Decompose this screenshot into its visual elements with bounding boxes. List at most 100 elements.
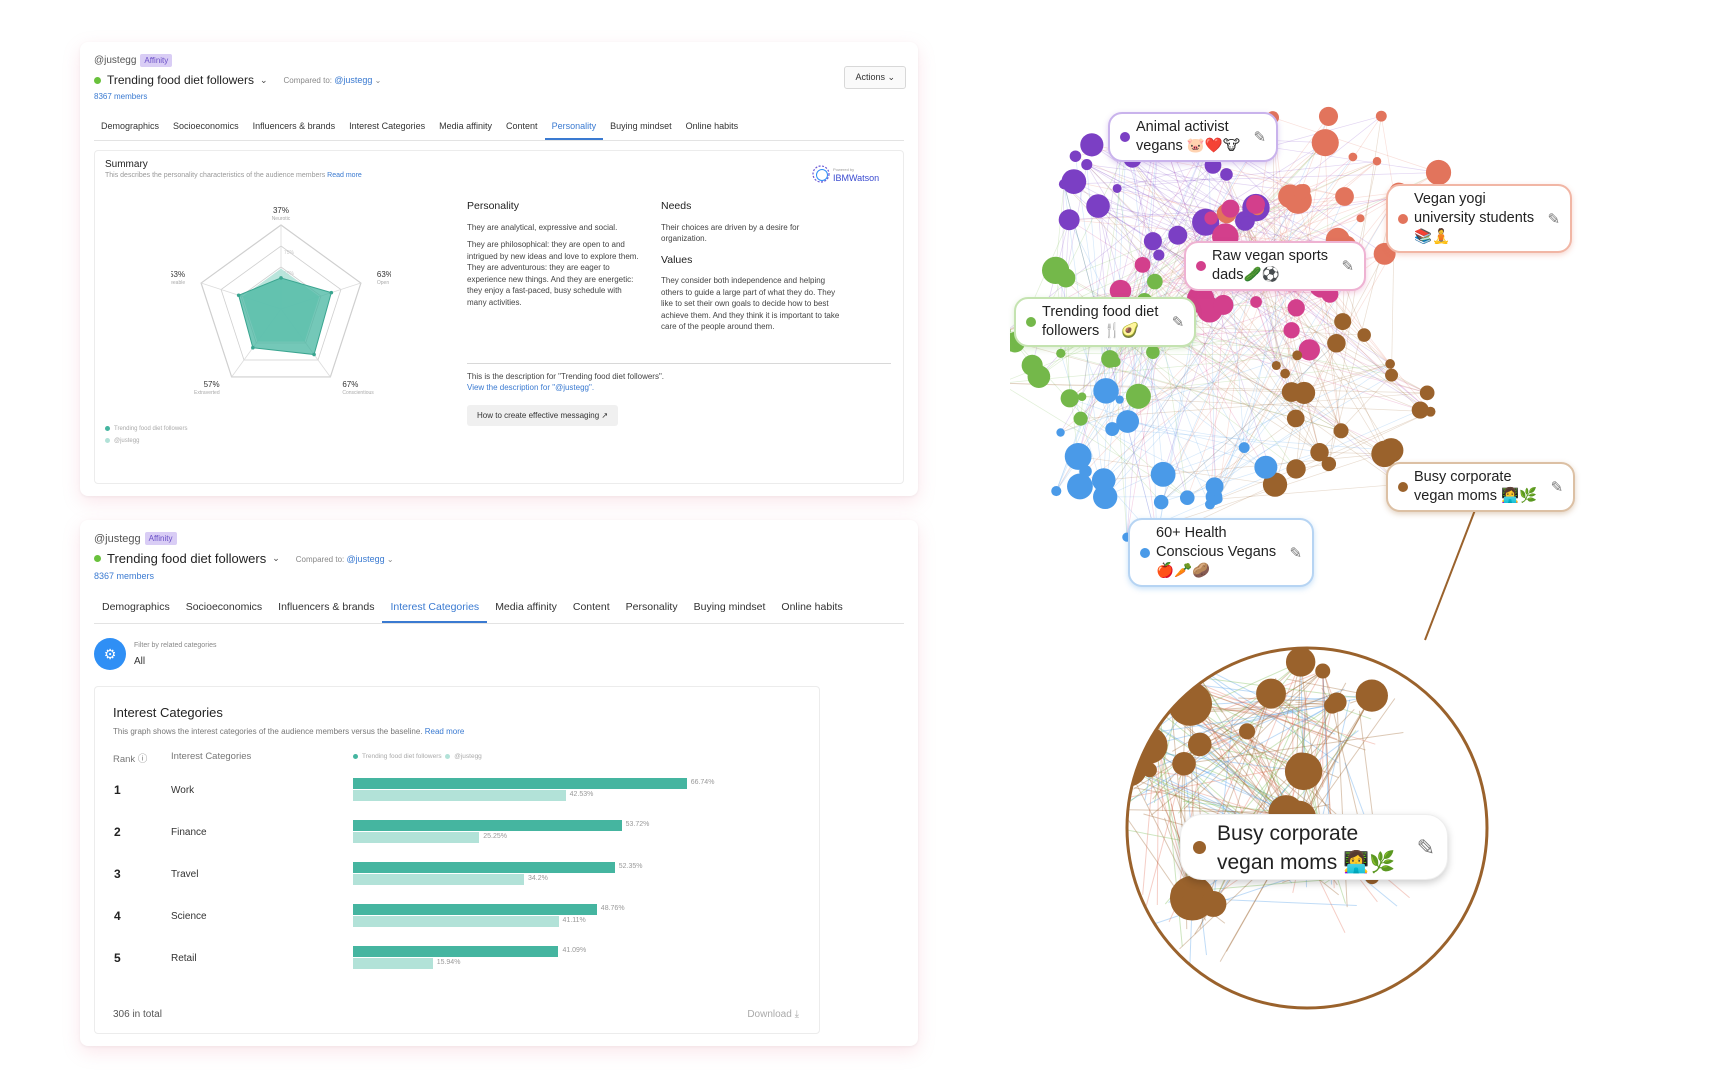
network-node[interactable] xyxy=(1204,211,1218,225)
audience-handle[interactable]: @justegg xyxy=(94,532,141,545)
network-node[interactable] xyxy=(1327,333,1346,353)
audience-handle[interactable]: @justegg xyxy=(94,55,137,66)
network-node[interactable] xyxy=(1213,294,1234,315)
network-node[interactable] xyxy=(1425,406,1436,417)
edit-pencil-icon[interactable]: ✎ xyxy=(1416,835,1435,860)
actions-button[interactable]: Actions ⌄ xyxy=(844,66,906,89)
tab-buying-mindset[interactable]: Buying mindset xyxy=(610,121,672,131)
tab-content[interactable]: Content xyxy=(506,121,538,131)
network-node[interactable] xyxy=(1287,299,1305,317)
read-more-link[interactable]: Read more xyxy=(327,172,362,179)
network-node[interactable] xyxy=(1108,747,1148,787)
compared-value[interactable]: @justegg xyxy=(346,553,385,564)
tab-socioeconomics[interactable]: Socioeconomics xyxy=(185,601,263,613)
category-name[interactable]: Travel xyxy=(171,869,199,880)
network-node[interactable] xyxy=(1121,649,1163,692)
cluster-label-vegan-yogi-university-students[interactable]: Vegan yogi university students 📚🧘 ✎ xyxy=(1386,184,1573,253)
tab-socioeconomics[interactable]: Socioeconomics xyxy=(173,121,239,131)
network-node[interactable] xyxy=(1143,232,1162,251)
network-node[interactable] xyxy=(1286,409,1305,428)
network-node[interactable] xyxy=(1115,395,1124,404)
edit-pencil-icon[interactable]: ✎ xyxy=(1253,129,1267,146)
tab-online-habits[interactable]: Online habits xyxy=(781,601,843,613)
network-node[interactable] xyxy=(1283,322,1300,339)
network-node[interactable] xyxy=(1056,428,1065,437)
network-node[interactable] xyxy=(1333,423,1349,439)
network-node[interactable] xyxy=(1240,216,1254,229)
compared-to[interactable]: Compared to: @justegg ⌄ xyxy=(283,75,382,85)
cluster-label-trending-food-diet-followers[interactable]: Trending food diet followers 🍴🥑 ✎ xyxy=(1014,297,1197,347)
cluster-label-60-plus-health-conscious-vegans[interactable]: 60+ Health Conscious Vegans 🍎🥕🥔 ✎ xyxy=(1128,518,1315,587)
tab-interest-categories[interactable]: Interest Categories xyxy=(349,121,426,131)
network-node[interactable] xyxy=(1051,485,1062,497)
network-node[interactable] xyxy=(1385,368,1399,382)
network-node[interactable] xyxy=(1355,679,1388,712)
tab-media-affinity[interactable]: Media affinity xyxy=(439,121,493,131)
network-node[interactable] xyxy=(1356,214,1365,223)
network-node[interactable] xyxy=(1256,678,1286,709)
network-node[interactable] xyxy=(1067,473,1093,500)
radar-point[interactable] xyxy=(236,293,241,298)
network-node[interactable] xyxy=(1425,159,1452,186)
edit-pencil-icon[interactable]: ✎ xyxy=(1550,479,1564,496)
network-node[interactable] xyxy=(1146,345,1160,359)
network-node[interactable] xyxy=(1079,465,1092,478)
network-node[interactable] xyxy=(1315,663,1331,679)
network-node[interactable] xyxy=(1262,472,1288,497)
radar-point[interactable] xyxy=(312,352,316,357)
members-count[interactable]: 8367 members xyxy=(94,92,148,101)
network-node[interactable] xyxy=(1238,442,1250,454)
audience-title[interactable]: Trending food diet followers xyxy=(107,551,267,566)
network-node[interactable] xyxy=(1147,273,1163,290)
network-node[interactable] xyxy=(1172,752,1196,776)
network-node[interactable] xyxy=(1091,468,1116,492)
how-to-messaging-button[interactable]: How to create effective messaging ↗ xyxy=(467,405,619,426)
network-node[interactable] xyxy=(1073,411,1088,426)
description-link[interactable]: View the description for "@justegg". xyxy=(467,383,595,392)
network-node[interactable] xyxy=(1041,256,1070,285)
network-node[interactable] xyxy=(1321,456,1337,472)
radar-point[interactable] xyxy=(329,290,334,295)
network-node[interactable] xyxy=(1109,279,1132,302)
network-node[interactable] xyxy=(1411,401,1429,419)
zoomed-cluster-label[interactable]: Busy corporate vegan moms 👩‍💻🌿 ✎ xyxy=(1180,814,1448,880)
network-node[interactable] xyxy=(1153,494,1169,510)
network-node[interactable] xyxy=(1293,184,1309,200)
tab-personality[interactable]: Personality xyxy=(544,115,604,140)
network-node[interactable] xyxy=(1288,752,1314,778)
network-node[interactable] xyxy=(1205,477,1224,496)
network-node[interactable] xyxy=(1134,256,1151,273)
network-node[interactable] xyxy=(1327,692,1347,712)
edit-pencil-icon[interactable]: ✎ xyxy=(1171,314,1185,331)
network-node[interactable] xyxy=(1093,378,1119,404)
network-node[interactable] xyxy=(1254,455,1278,479)
network-node[interactable] xyxy=(1069,150,1082,162)
network-node[interactable] xyxy=(1281,382,1302,402)
cluster-label-animal-activist-vegans[interactable]: Animal activist vegans 🐷❤️🐮 ✎ xyxy=(1108,112,1279,162)
network-node[interactable] xyxy=(1080,133,1104,157)
chevron-down-icon[interactable]: ⌄ xyxy=(259,74,268,85)
network-node[interactable] xyxy=(1168,225,1188,245)
network-node[interactable] xyxy=(1419,385,1435,401)
network-node[interactable] xyxy=(1061,169,1087,195)
network-node[interactable] xyxy=(1348,152,1358,162)
category-name[interactable]: Science xyxy=(171,911,207,922)
network-node[interactable] xyxy=(1060,389,1079,408)
network-node[interactable] xyxy=(1171,884,1186,900)
audience-title[interactable]: Trending food diet followers xyxy=(107,73,254,87)
network-node[interactable] xyxy=(1105,422,1120,437)
network-node[interactable] xyxy=(1372,157,1382,166)
network-node[interactable] xyxy=(1280,368,1290,379)
network-node[interactable] xyxy=(1271,360,1281,371)
network-node[interactable] xyxy=(1125,383,1151,409)
chevron-down-icon[interactable]: ⌄ xyxy=(272,553,280,563)
radar-point[interactable] xyxy=(279,276,283,280)
network-node[interactable] xyxy=(1220,168,1233,181)
network-node[interactable] xyxy=(1150,461,1176,487)
tab-online-habits[interactable]: Online habits xyxy=(685,121,739,131)
tab-demographics[interactable]: Demographics xyxy=(102,601,170,613)
compared-to[interactable]: Compared to: @justegg ⌄ xyxy=(295,553,394,564)
compared-value[interactable]: @justegg xyxy=(334,75,373,85)
category-name[interactable]: Work xyxy=(171,785,195,796)
tab-personality[interactable]: Personality xyxy=(625,601,678,613)
